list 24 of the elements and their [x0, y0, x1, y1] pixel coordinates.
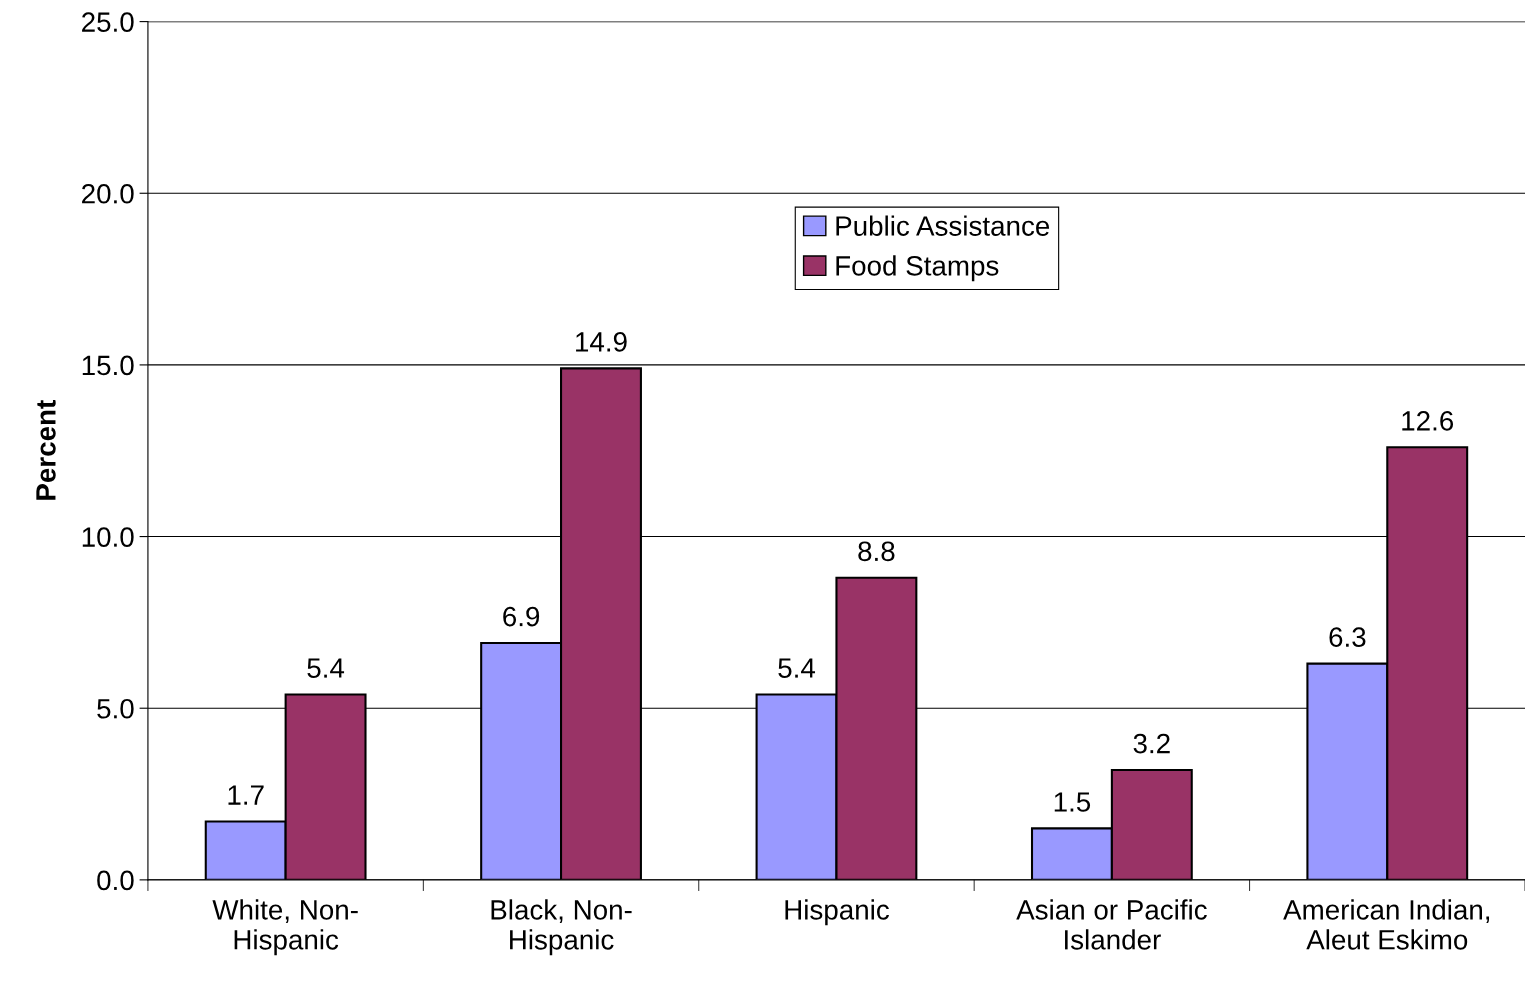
- y-tick-label: 25.0: [82, 12, 134, 32]
- legend-label: Food Stamps: [836, 255, 999, 282]
- x-tick-label: White, Non- Hispanic: [212, 899, 358, 956]
- data-label: 1.5: [1054, 792, 1091, 812]
- data-label: 14.9: [576, 332, 627, 352]
- data-label: 5.4: [778, 658, 816, 678]
- y-tick-label: 0.0: [97, 870, 134, 891]
- x-tick-label: Asian or Pacific Islander: [1016, 899, 1207, 950]
- x-tick-label: American Indian, Aleut Eskimo: [1283, 899, 1490, 950]
- y-tick-label: 15.0: [82, 355, 134, 376]
- data-label: 6.9: [503, 606, 540, 627]
- data-label: 8.8: [858, 541, 895, 562]
- y-tick-label: 10.0: [82, 527, 134, 547]
- y-tick-label: 5.0: [97, 698, 134, 719]
- legend-label: Public Assistance: [836, 215, 1050, 236]
- x-tick-label: Hispanic: [785, 899, 889, 926]
- x-tick-label: Black, Non- Hispanic: [491, 899, 632, 956]
- data-label: 1.7: [228, 785, 264, 805]
- y-tick-label: 20.0: [82, 183, 134, 204]
- data-label: 5.4: [307, 658, 345, 678]
- data-label: 3.2: [1133, 733, 1170, 754]
- data-label: 12.6: [1402, 411, 1454, 431]
- y-axis-title: Percent: [36, 400, 56, 500]
- data-label: 6.3: [1329, 627, 1366, 647]
